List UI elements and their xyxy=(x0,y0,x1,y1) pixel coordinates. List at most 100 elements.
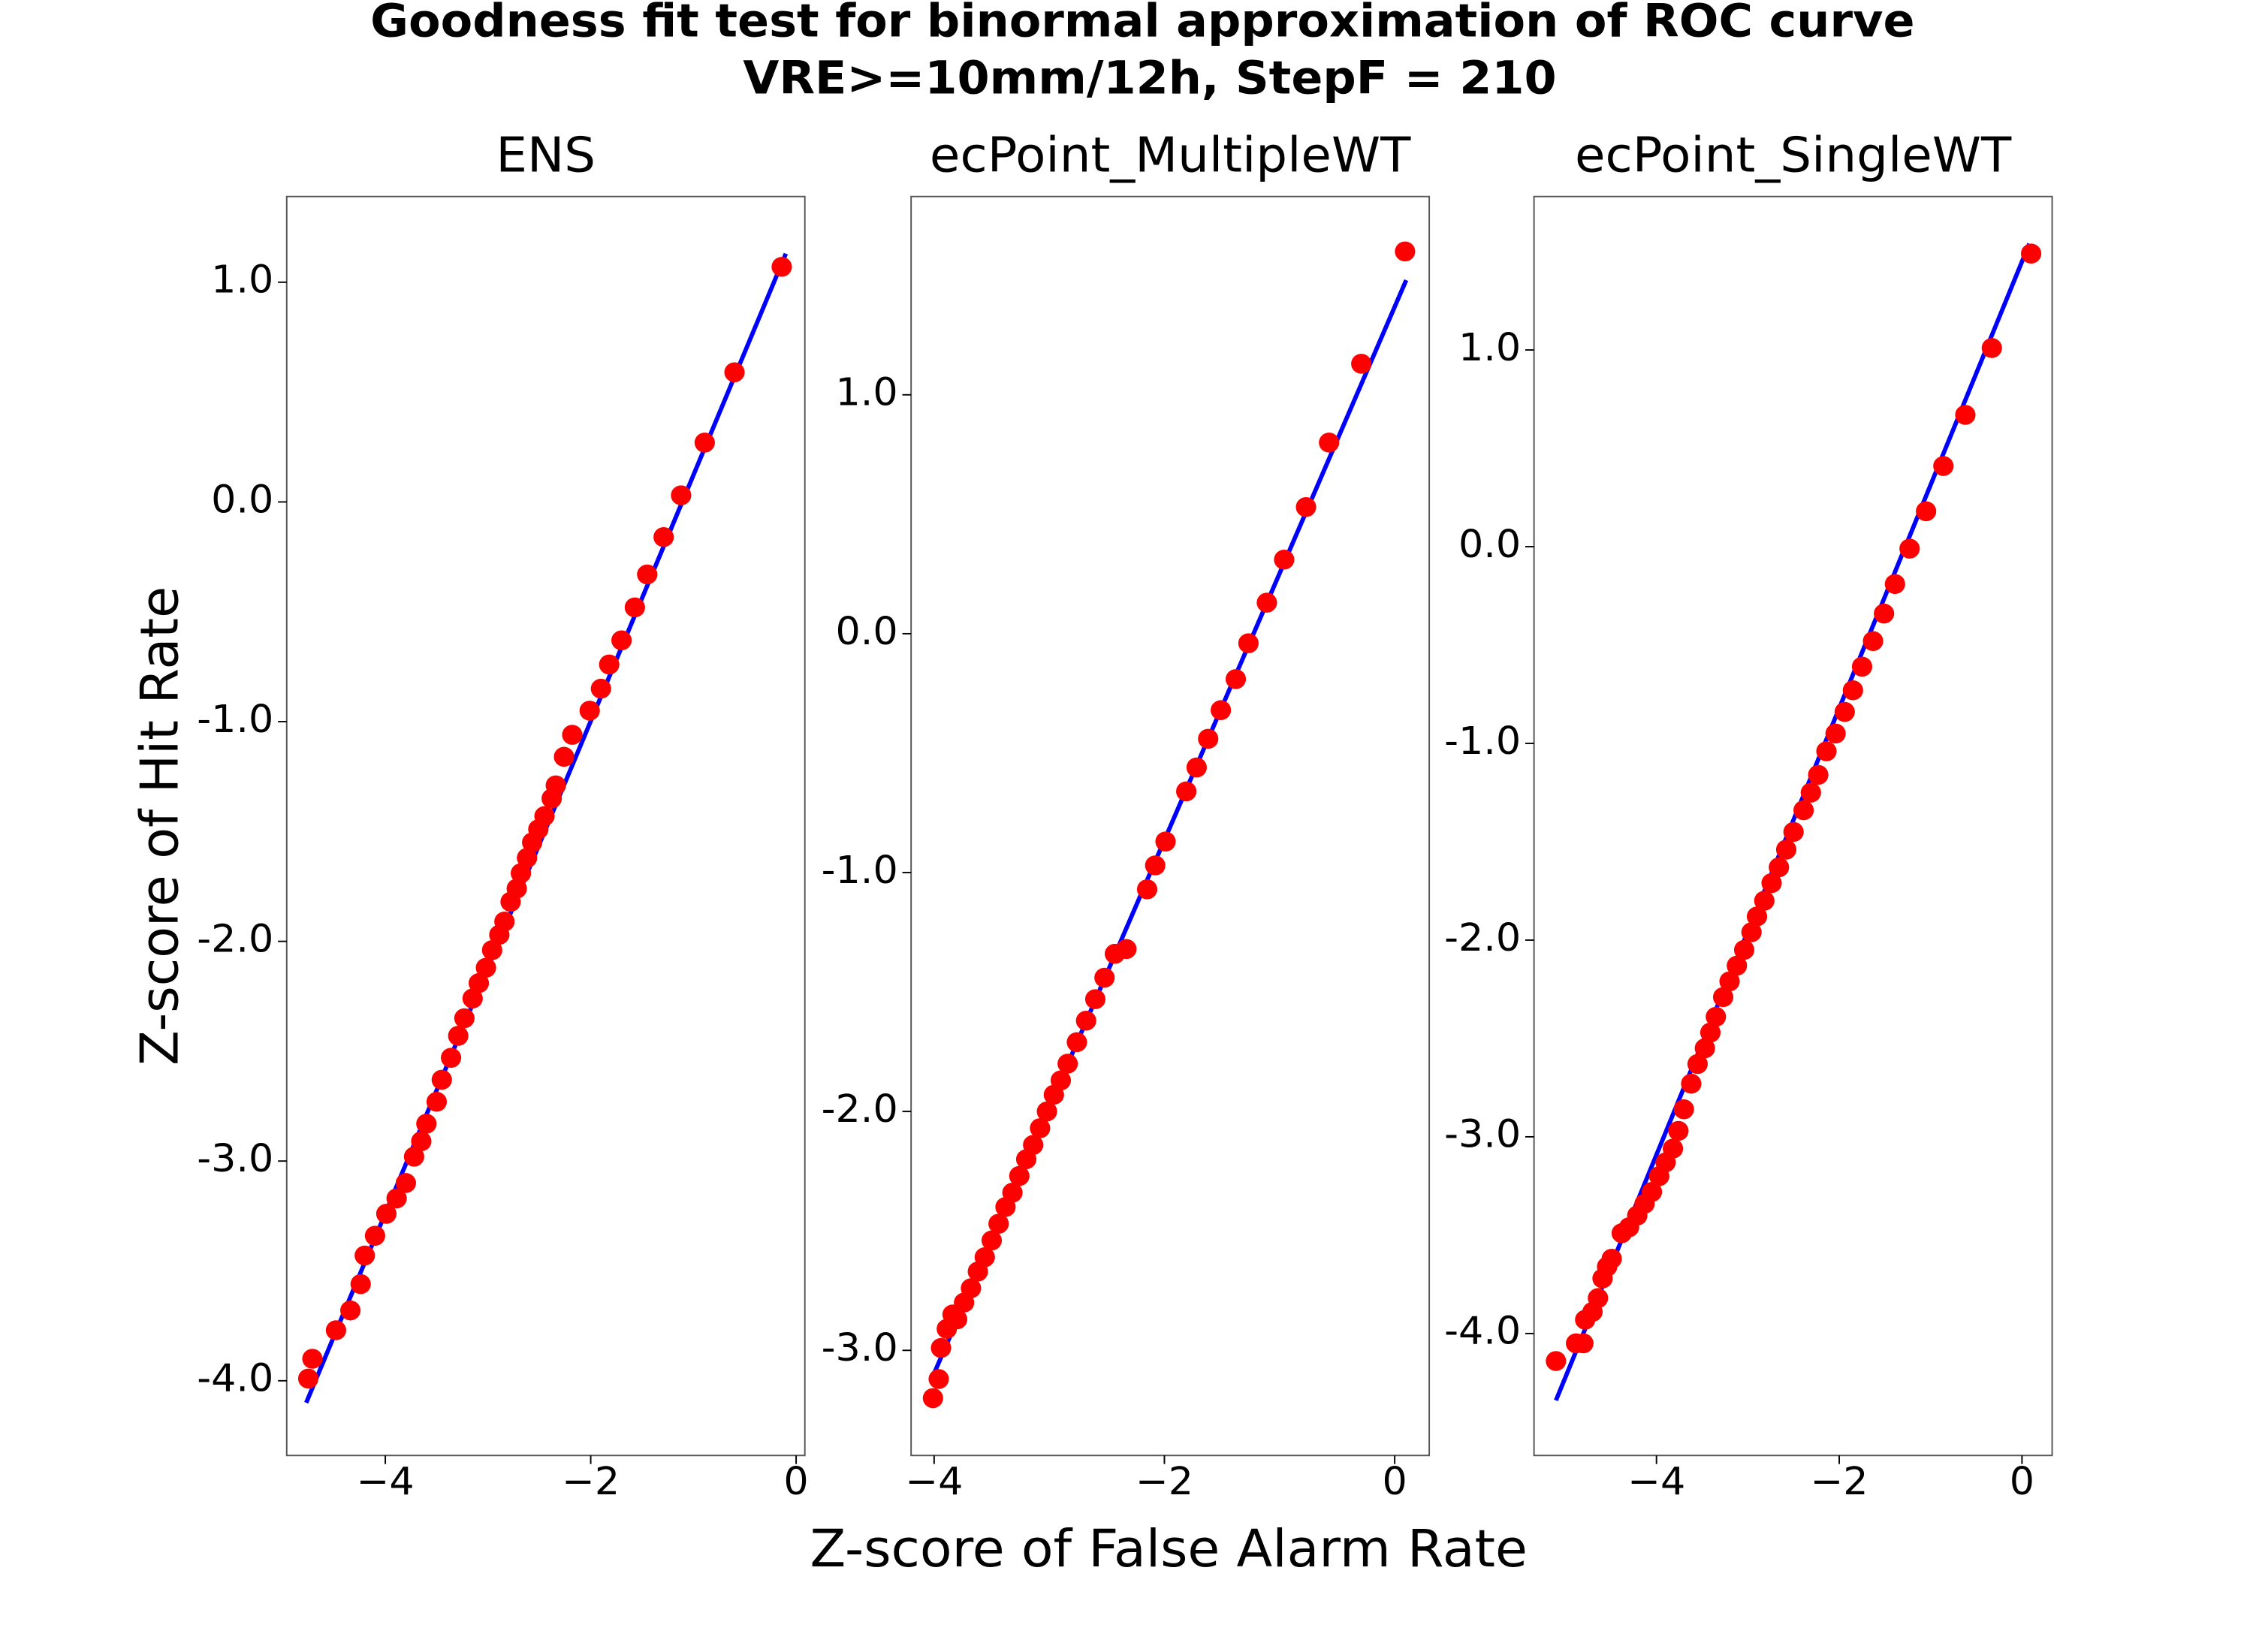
data-point xyxy=(1050,1070,1072,1091)
data-point xyxy=(1023,1135,1044,1155)
x-axis-label: Z-score of False Alarm Rate xyxy=(810,1520,1527,1579)
data-point xyxy=(1116,939,1137,960)
x-tick-label: 0 xyxy=(1382,1460,1407,1504)
data-point xyxy=(1030,1118,1051,1138)
data-point xyxy=(1800,782,1821,803)
y-tick-label: -1.0 xyxy=(197,697,273,741)
data-point xyxy=(624,597,645,618)
data-point xyxy=(1668,1120,1689,1141)
data-point xyxy=(930,1337,952,1358)
data-point xyxy=(1573,1333,1594,1354)
data-point xyxy=(1769,857,1790,878)
data-point xyxy=(354,1245,376,1266)
data-point xyxy=(1145,855,1166,876)
data-point xyxy=(1775,840,1797,860)
data-point xyxy=(1681,1073,1702,1094)
data-point xyxy=(475,957,496,978)
data-point xyxy=(1884,574,1905,595)
data-point xyxy=(441,1048,462,1068)
data-point xyxy=(1842,680,1863,701)
data-point xyxy=(403,1147,424,1167)
data-point xyxy=(462,988,483,1008)
data-point xyxy=(611,630,632,651)
y-tick-label: -4.0 xyxy=(197,1356,273,1400)
data-point xyxy=(928,1369,949,1389)
data-point xyxy=(599,654,620,675)
data-point xyxy=(974,1247,995,1268)
data-point xyxy=(364,1225,385,1246)
data-point xyxy=(1588,1288,1609,1308)
y-tick-label: -2.0 xyxy=(822,1087,898,1132)
figure-subtitle: VRE>=10mm/12h, StepF = 210 xyxy=(743,52,1556,104)
data-point xyxy=(1816,741,1837,761)
x-tick-label: −4 xyxy=(357,1460,415,1504)
x-tick-label: 0 xyxy=(2010,1460,2034,1504)
data-point xyxy=(481,940,502,960)
data-point xyxy=(1825,723,1846,744)
data-point xyxy=(1066,1032,1087,1053)
data-point xyxy=(1793,800,1814,821)
y-tick-label: 0.0 xyxy=(1458,522,1521,566)
data-point xyxy=(1673,1099,1694,1120)
data-point xyxy=(1687,1054,1709,1075)
data-point xyxy=(653,526,674,547)
y-axis-label: Z-score of Hit Rate xyxy=(130,586,191,1066)
data-point xyxy=(1874,603,1895,624)
data-point xyxy=(1761,873,1782,894)
data-point xyxy=(1783,821,1804,843)
data-point xyxy=(637,564,658,585)
data-point xyxy=(350,1274,371,1295)
data-point xyxy=(1036,1101,1057,1122)
data-point xyxy=(494,912,515,932)
data-point xyxy=(1834,701,1855,722)
data-point xyxy=(1186,757,1207,778)
x-tick-label: −2 xyxy=(562,1460,620,1504)
data-point xyxy=(506,879,527,899)
data-point xyxy=(1546,1351,1567,1371)
data-point xyxy=(1746,906,1768,927)
subplot-title: ENS xyxy=(496,127,596,183)
data-point xyxy=(1351,354,1372,374)
x-tick-label: −4 xyxy=(905,1460,963,1504)
plot-frame xyxy=(910,195,1431,1457)
data-point xyxy=(1981,338,2002,358)
subplot-title: ecPoint_MultipleWT xyxy=(930,127,1412,183)
data-point xyxy=(1225,669,1247,689)
data-point xyxy=(511,863,532,884)
data-point xyxy=(386,1188,407,1209)
data-point xyxy=(1727,955,1748,976)
data-point xyxy=(562,725,583,745)
data-point xyxy=(553,746,575,767)
data-point xyxy=(2021,243,2042,264)
data-point xyxy=(448,1026,469,1046)
data-point xyxy=(922,1388,943,1409)
data-point xyxy=(1808,764,1829,785)
data-point xyxy=(1238,633,1259,653)
subplot-title: ecPoint_SingleWT xyxy=(1575,127,2012,183)
figure-title: Goodness fit test for binormal approxima… xyxy=(370,0,1914,48)
data-point xyxy=(1295,497,1317,517)
data-point xyxy=(590,678,611,699)
x-tick-label: −4 xyxy=(1627,1460,1685,1504)
data-point xyxy=(988,1213,1009,1234)
data-point xyxy=(946,1309,968,1330)
data-point xyxy=(1256,592,1277,613)
y-tick-label: 1.0 xyxy=(836,370,898,415)
data-point xyxy=(724,362,745,383)
y-tick-label: -1.0 xyxy=(1444,719,1521,763)
data-point xyxy=(1741,922,1762,942)
y-tick-label: -3.0 xyxy=(822,1326,898,1370)
y-tick-label: -3.0 xyxy=(197,1137,273,1181)
data-point xyxy=(981,1230,1003,1251)
data-point xyxy=(1955,405,1976,425)
data-point xyxy=(1274,550,1295,570)
data-point xyxy=(1862,631,1884,652)
data-point xyxy=(1916,501,1937,522)
data-point xyxy=(1198,728,1219,749)
y-tick-label: -3.0 xyxy=(1444,1112,1521,1156)
data-point xyxy=(1851,656,1873,677)
y-tick-label: -4.0 xyxy=(1444,1309,1521,1353)
plot-frame xyxy=(1533,195,2053,1457)
data-point xyxy=(1700,1022,1721,1043)
